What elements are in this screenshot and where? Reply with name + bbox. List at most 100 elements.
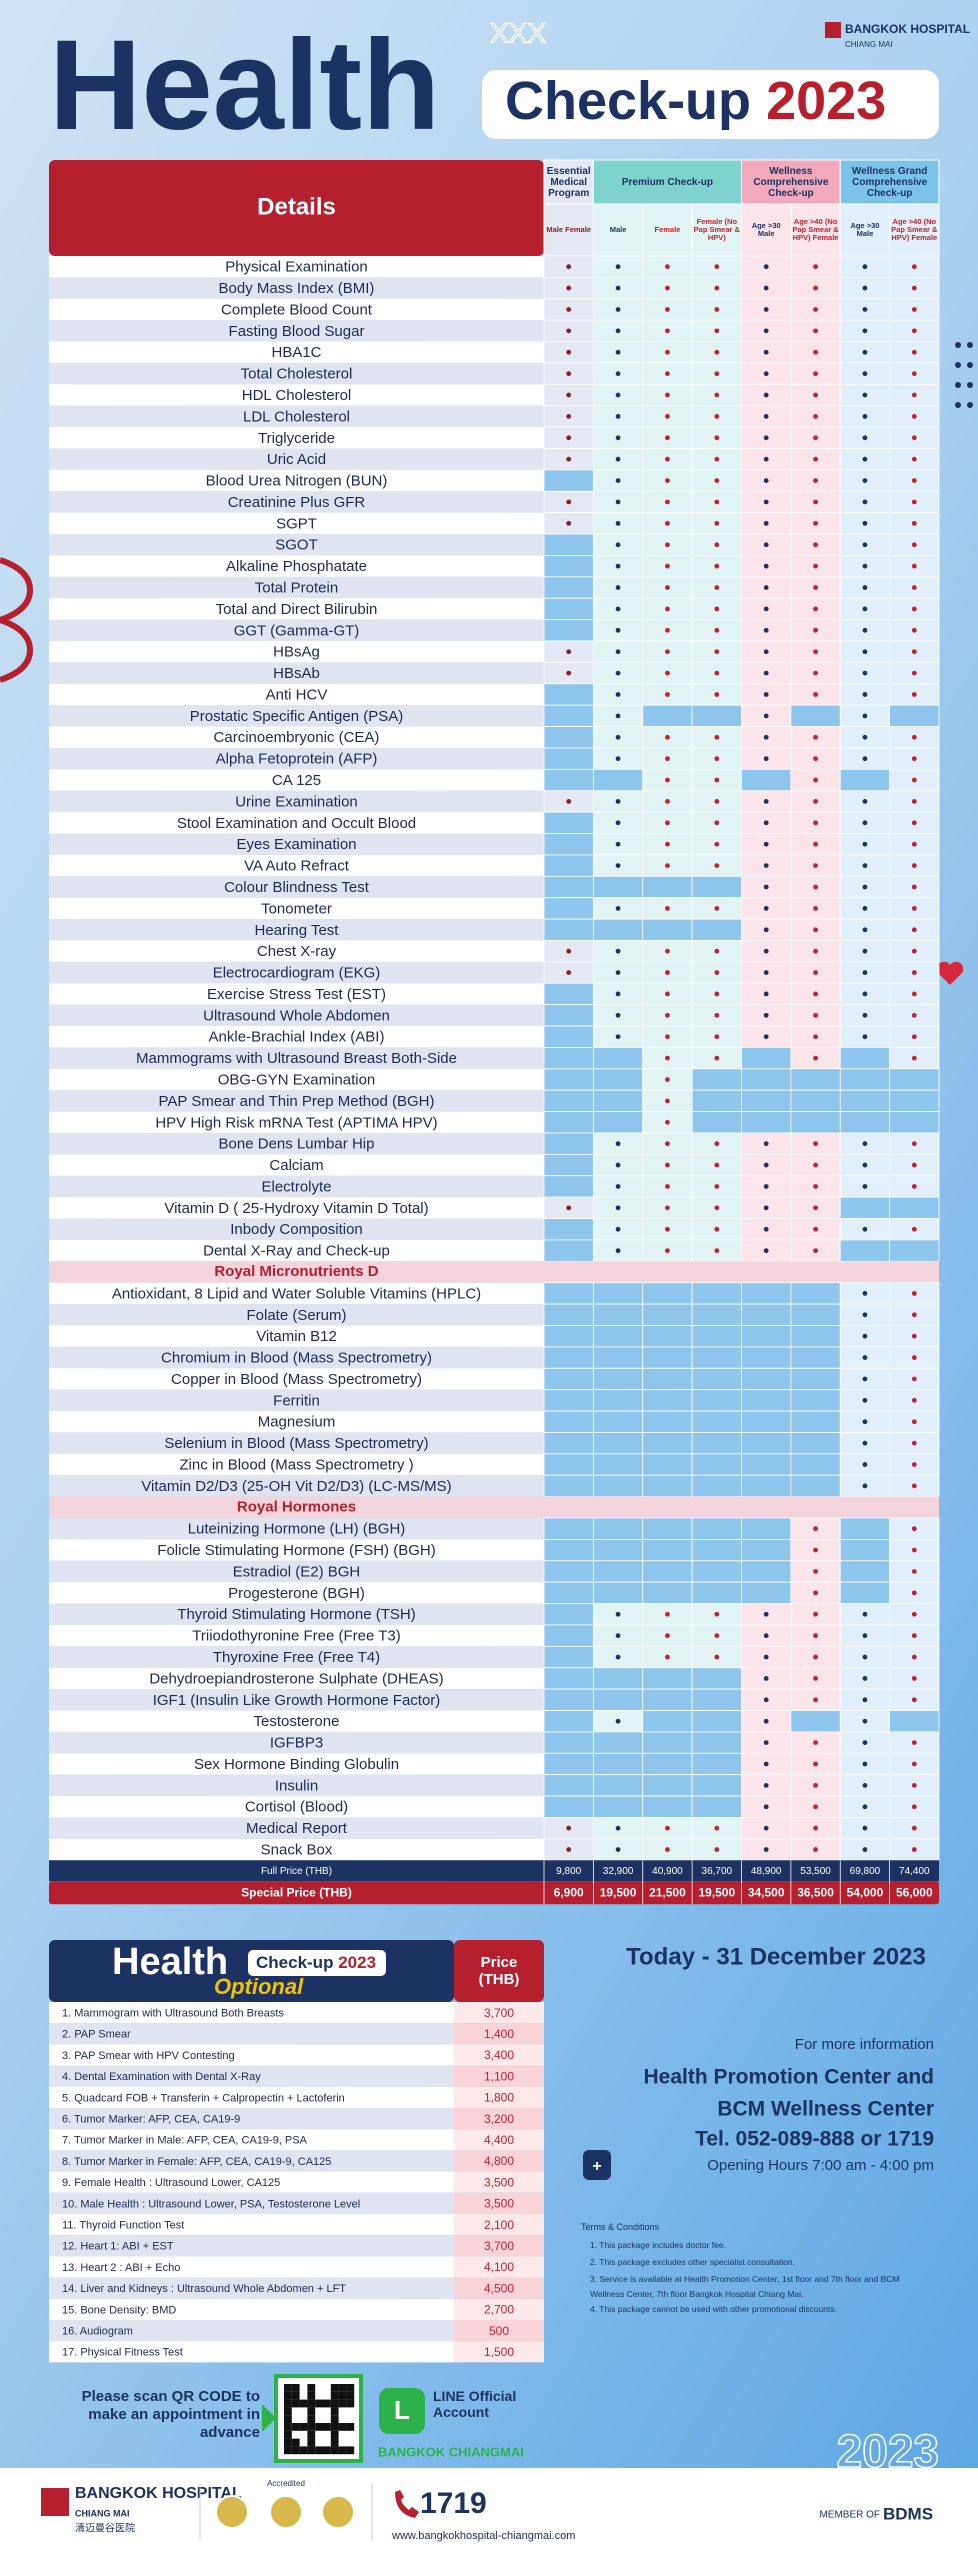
row-bg [49,1389,544,1412]
included-dot [615,435,621,441]
included-dot [911,1440,917,1446]
row-bg [49,1282,544,1305]
optional-row-bg [49,2065,454,2087]
included-dot [714,1633,720,1639]
cell [592,768,644,792]
cell [543,726,594,749]
included-dot [615,264,621,270]
qr-cell [307,2415,316,2423]
optional-item: 8. Tumor Marker in Female: AFP, CEA, CA1… [62,2156,331,2168]
row-item: Carcinoembryonic (CEA) [214,729,380,746]
included-dot [714,670,720,676]
included-dot [862,1312,868,1318]
included-dot [714,414,720,419]
cell [592,1089,644,1112]
row-item: Cortisol (Blood) [245,1799,348,1816]
row-bg [49,320,544,342]
term: 2. This package excludes other specialis… [590,2257,795,2267]
row-item: Total and Direct Bilirubin [216,601,378,618]
row-item: HDL Cholesterol [242,387,352,404]
included-dot [665,328,670,334]
row-bg [49,769,544,791]
qr-cell [284,2423,292,2431]
optional-item: 11. Thyroid Function Test [62,2220,184,2232]
cell [592,1282,644,1305]
qr-cell [346,2399,355,2408]
included-dot [665,1055,670,1061]
cell [543,1282,594,1305]
included-dot [763,799,769,804]
included-dot [763,734,769,740]
footer-logo: BANGKOK HOSPITAL [75,2485,242,2502]
included-dot [615,542,621,548]
section-bg [49,1496,939,1519]
cell [741,1560,792,1583]
line-text: LINE Official Account [433,2388,517,2420]
included-dot [911,520,917,526]
cell [543,1089,594,1112]
included-dot [763,499,769,505]
included-dot [714,970,720,975]
row-bg [49,1111,544,1133]
scan-text: Please scan QR CODE to make an appointme… [81,2388,260,2441]
optional-row-bg [49,2235,454,2257]
included-dot [615,799,621,804]
included-dot [862,563,868,569]
qr-cell [315,2446,323,2455]
included-dot [862,435,868,441]
subheader-bg [592,203,644,257]
included-dot [615,456,621,462]
optional-row-bg [49,2256,454,2278]
row-item: Estradiol (E2) BGH [233,1563,361,1580]
cell [543,1453,594,1476]
included-dot [615,1162,621,1168]
cell [839,1539,891,1562]
included-dot [566,649,572,655]
included-dot [911,1034,917,1040]
cell [592,1432,644,1455]
cell [592,1453,644,1476]
row-bg [49,1132,544,1155]
optional-item: 16. Audiogram [62,2326,133,2338]
included-dot [911,1355,917,1360]
included-dot [813,692,818,697]
term: 4. This package cannot be used with othe… [590,2304,837,2314]
included-dot [714,520,720,526]
row-item: Luteinizing Hormone (LH) (BGH) [188,1521,406,1538]
included-dot [813,820,818,826]
included-dot [665,1611,670,1617]
included-dot [566,371,572,377]
cell [691,1710,742,1733]
included-dot [911,1333,917,1339]
included-dot [813,927,818,933]
qr-cell [338,2384,347,2392]
qr-cell [291,2391,300,2400]
qr-cell [307,2446,316,2455]
qr-cell [330,2430,339,2439]
cell [741,1389,792,1412]
subheader: Female [654,224,681,234]
subheader: Age >30 Male [751,220,781,238]
included-dot [714,371,720,377]
cell [543,875,594,899]
cell [642,1389,693,1412]
included-dot [813,307,818,312]
included-dot [813,1611,818,1617]
included-dot [862,349,868,355]
included-dot [763,1012,769,1018]
optional-price: 1,400 [484,2027,514,2041]
included-dot [813,478,818,483]
cell [741,1325,792,1348]
qr-cell [299,2423,308,2431]
decor-x: XXX [490,17,546,48]
qr-cell [291,2438,300,2447]
full-price: 48,900 [751,1866,782,1877]
row-item: HBA1C [271,344,321,361]
cell [543,1132,594,1155]
row-item: Vitamin D2/D3 (25-OH Vit D2/D3) (LC-MS/M… [141,1478,451,1495]
subheader: Male [609,224,627,234]
row-bg [49,747,544,770]
included-dot [911,970,917,975]
cell [592,1047,644,1070]
included-dot [665,670,670,676]
